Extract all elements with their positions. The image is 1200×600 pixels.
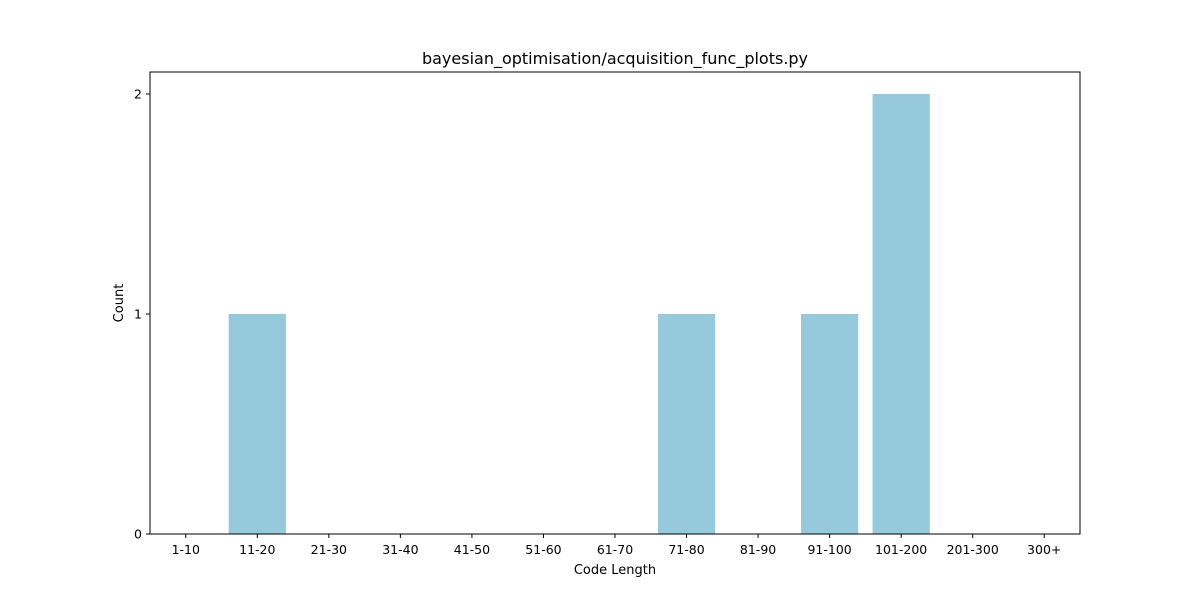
x-tick-label: 1-10 xyxy=(172,542,200,557)
x-tick-label: 61-70 xyxy=(597,542,633,557)
y-tick-label: 0 xyxy=(134,527,142,542)
bar-91-100 xyxy=(801,314,859,534)
bar-101-200 xyxy=(872,94,930,534)
x-tick-label: 41-50 xyxy=(454,542,490,557)
x-axis: 1-10 11-20 21-30 31-40 41-50 51-60 61-70 71-80 8… xyxy=(172,534,1061,557)
x-tick-label: 300+ xyxy=(1027,542,1061,557)
bar-11-20 xyxy=(228,314,286,534)
y-tick-label: 2 xyxy=(134,87,142,102)
x-tick-label: 81-90 xyxy=(740,542,776,557)
y-axis-label: Count xyxy=(112,284,127,323)
x-tick-label: 31-40 xyxy=(382,542,418,557)
x-tick-label: 201-300 xyxy=(947,542,999,557)
chart-title: bayesian_optimisation/acquisition_func_p… xyxy=(422,49,808,69)
bar-71-80 xyxy=(657,314,716,534)
x-tick-label: 51-60 xyxy=(525,542,561,557)
x-tick-label: 21-30 xyxy=(311,542,347,557)
bars-layer xyxy=(228,94,930,534)
x-tick-label: 71-80 xyxy=(668,542,704,557)
x-tick-label: 11-20 xyxy=(239,542,275,557)
y-axis: 0 1 2 xyxy=(134,87,150,542)
x-tick-label: 91-100 xyxy=(807,542,851,557)
x-tick-label: 101-200 xyxy=(875,542,927,557)
y-tick-label: 1 xyxy=(134,307,142,322)
x-axis-label: Code Length xyxy=(574,563,656,578)
